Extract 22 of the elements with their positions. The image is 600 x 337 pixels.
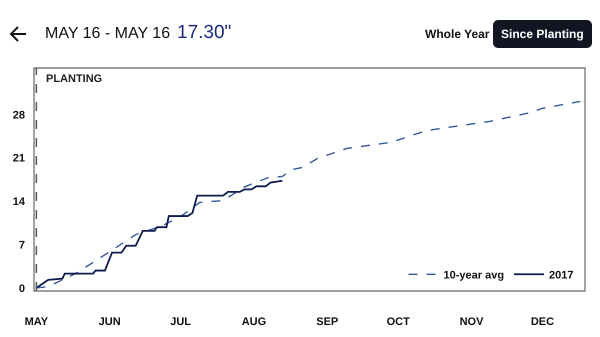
x-tick-label: AUG (242, 316, 266, 328)
y-tick-label: 7 (18, 239, 25, 252)
x-tick-label: MAY (24, 316, 49, 328)
x-tick-label: OCT (386, 316, 410, 328)
y-tick-label: 28 (12, 109, 25, 122)
x-tick-label: JUL (170, 316, 192, 328)
x-tick-label: NOV (460, 316, 484, 328)
legend-label: 2017 (549, 270, 574, 282)
y-tick-label: 14 (12, 196, 26, 208)
text: Whole Year (425, 27, 490, 41)
x-tick-label: DEC (530, 316, 554, 328)
x-tick-label: SEP (316, 316, 338, 328)
line-series (35, 180, 284, 289)
y-tick-label: 0 (18, 282, 25, 295)
text: Since Planting (493, 20, 592, 48)
chart-title: MAY 16 - MAY 16 (45, 25, 170, 43)
x-tick-label: JUN (98, 316, 121, 328)
chart-subtitle: 17.30" (177, 22, 232, 44)
line-series (36, 100, 581, 289)
ref-line-label: PLANTING (46, 73, 102, 85)
legend-label: 10-year avg (443, 270, 504, 282)
y-tick-label: 21 (12, 152, 25, 165)
